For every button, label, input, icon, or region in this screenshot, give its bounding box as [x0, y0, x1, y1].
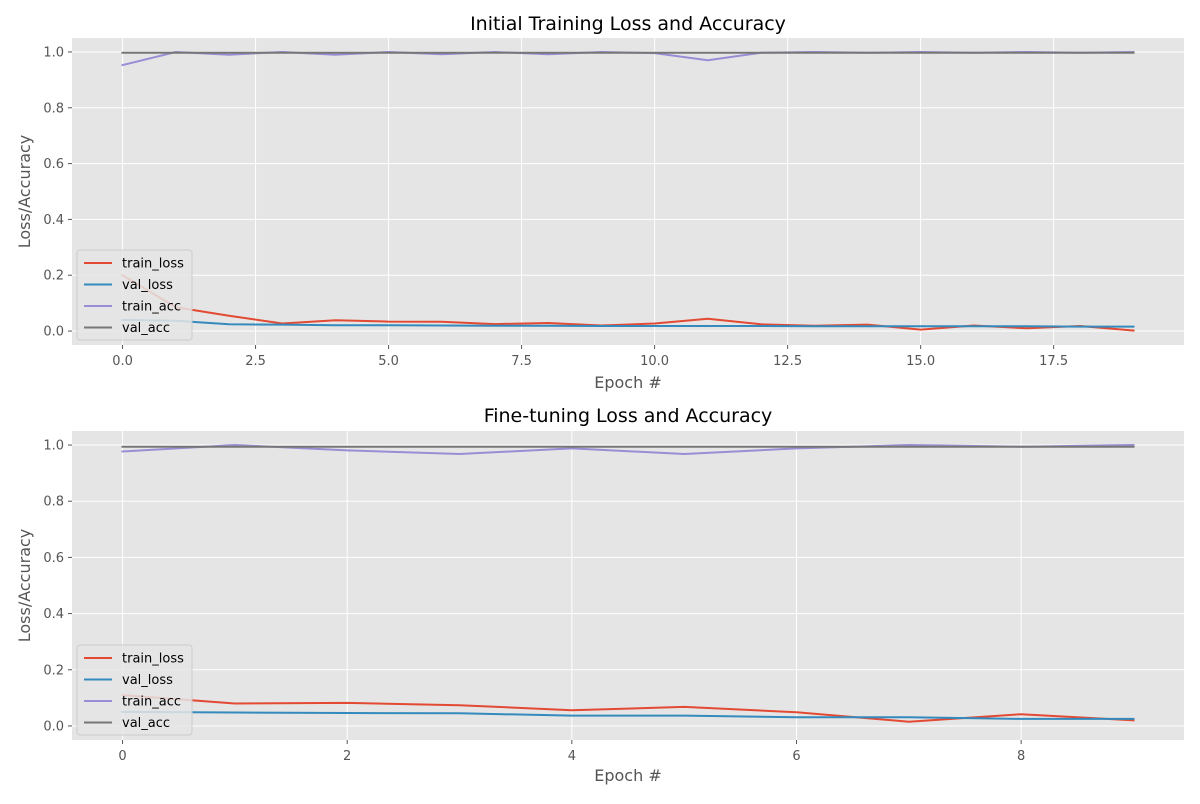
y-tick-label: 0.2 [43, 663, 64, 678]
y-axis-label: Loss/Accuracy [15, 529, 34, 643]
legend-label-train_acc: train_acc [122, 695, 181, 710]
x-tick-label: 4 [568, 749, 576, 764]
chart-title: Initial Training Loss and Accuracy [470, 13, 786, 35]
x-tick-label: 10.0 [640, 354, 669, 369]
y-axis-label: Loss/Accuracy [15, 135, 34, 249]
legend-label-train_loss: train_loss [122, 257, 184, 272]
y-tick-label: 0.8 [43, 495, 64, 510]
plot-area [72, 431, 1184, 740]
y-tick-label: 1.0 [43, 439, 64, 454]
legend-label-val_loss: val_loss [122, 673, 173, 688]
y-tick-label: 0.4 [43, 213, 64, 228]
y-tick-label: 1.0 [43, 45, 64, 60]
x-tick-label: 8 [1017, 749, 1025, 764]
legend-label-val_acc: val_acc [122, 321, 170, 336]
x-tick-label: 2 [343, 749, 351, 764]
legend-label-val_acc: val_acc [122, 716, 170, 731]
y-tick-label: 0.4 [43, 607, 64, 622]
x-axis-label: Epoch # [594, 766, 661, 785]
y-tick-label: 0.6 [43, 157, 64, 172]
y-tick-label: 0.6 [43, 551, 64, 566]
x-tick-label: 0 [118, 749, 126, 764]
y-tick-label: 0.8 [43, 101, 64, 116]
y-tick-label: 0.0 [43, 325, 64, 340]
legend: train_loss val_loss train_acc val_acc [77, 250, 192, 340]
x-tick-label: 17.5 [1039, 354, 1068, 369]
y-tick-label: 0.2 [43, 269, 64, 284]
legend-label-val_loss: val_loss [122, 278, 173, 293]
x-tick-label: 6 [792, 749, 800, 764]
x-tick-label: 12.5 [773, 354, 802, 369]
x-tick-label: 0.0 [112, 354, 133, 369]
plot-area [72, 38, 1184, 345]
legend-label-train_acc: train_acc [122, 300, 181, 315]
x-tick-label: 15.0 [906, 354, 935, 369]
x-axis-label: Epoch # [594, 373, 661, 392]
x-tick-label: 7.5 [511, 354, 532, 369]
x-tick-label: 2.5 [245, 354, 266, 369]
y-tick-label: 0.0 [43, 719, 64, 734]
legend: train_loss val_loss train_acc val_acc [77, 645, 192, 735]
x-tick-label: 5.0 [378, 354, 399, 369]
chart-title: Fine-tuning Loss and Accuracy [484, 405, 773, 427]
chart-panel-1: 0.0 2.5 5.0 7.5 10.0 12.5 15.0 17.5 0.0 0.2 0.4 0.6… [15, 13, 1184, 392]
legend-label-train_loss: train_loss [122, 652, 184, 667]
chart-panel-2: 0 2 4 6 8 0.0 0.2 0.4 0.6 0.8 1.0 Fine-tuning Loss … [15, 405, 1184, 785]
